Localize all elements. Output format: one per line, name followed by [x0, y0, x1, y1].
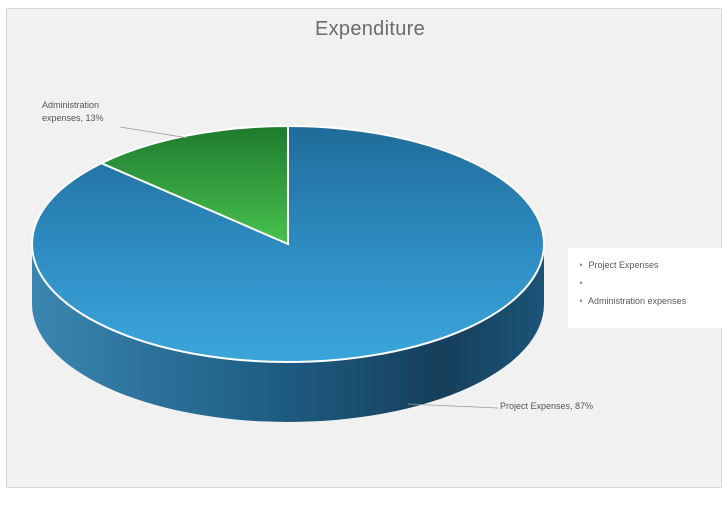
- legend-bullet-icon: •: [579, 260, 583, 270]
- legend-item-empty: •: [576, 274, 724, 292]
- legend-item-project: • Project Expenses: [576, 256, 724, 274]
- data-label-administration-line1: Administration: [42, 100, 100, 110]
- data-label-administration: Administration expenses, 13%: [42, 99, 104, 125]
- pie-side-wall: [32, 244, 544, 422]
- data-label-administration-line2: expenses, 13%: [42, 113, 104, 123]
- chart-title: Expenditure: [314, 18, 426, 40]
- leader-line-project: [407, 403, 499, 409]
- legend: • Project Expenses • • Administration ex…: [568, 248, 724, 328]
- legend-label-project: Project Expenses: [588, 260, 659, 270]
- leader-line-administration: [119, 126, 187, 139]
- data-label-project: Project Expenses, 87%: [500, 401, 594, 411]
- pie-slice-administration: [98, 124, 289, 246]
- legend-bullet-icon: •: [579, 278, 583, 288]
- legend-label-administration: Administration expenses: [588, 296, 687, 306]
- legend-bullet-icon: •: [579, 296, 583, 306]
- legend-item-administration: • Administration expenses: [576, 292, 724, 310]
